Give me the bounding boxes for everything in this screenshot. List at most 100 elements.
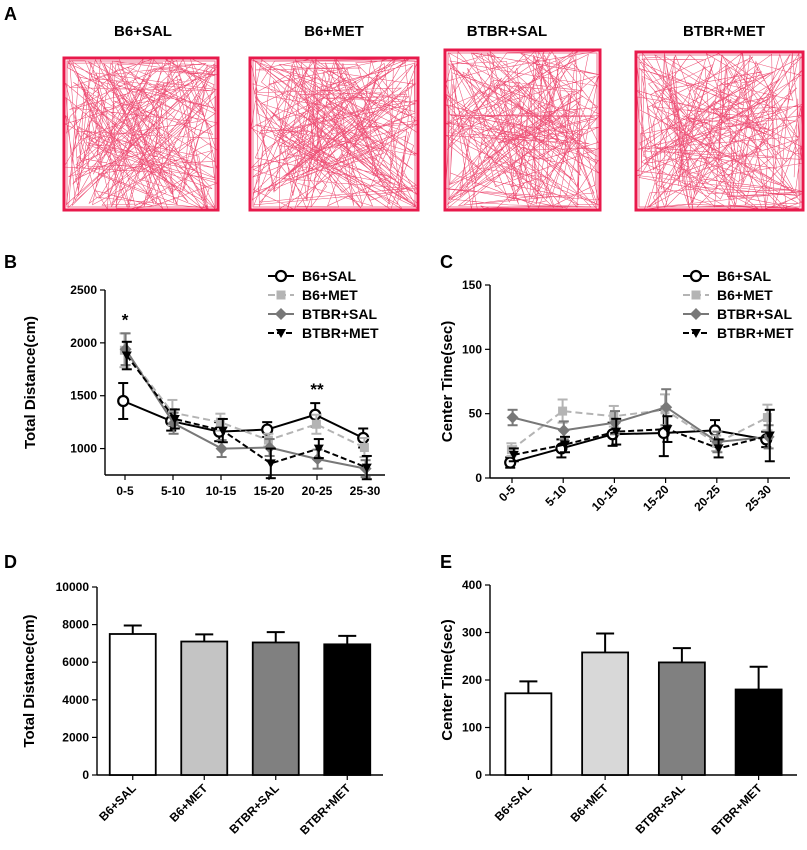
data-point (215, 417, 225, 427)
track-title: B6+SAL (114, 23, 172, 40)
arena-wall-inner (66, 60, 216, 208)
data-point (689, 269, 703, 283)
track-title: BTBR+SAL (467, 23, 547, 40)
data-point (359, 443, 369, 453)
data-point (274, 269, 288, 283)
arena-wall-inner (252, 60, 416, 208)
x-tick-label: BTBR+MET (708, 781, 765, 838)
data-point (504, 456, 517, 469)
series-line (124, 348, 366, 470)
x-tick-label: 0-5 (496, 482, 518, 504)
track-plot-3: BTBR+SAL (443, 23, 602, 212)
series-line (510, 408, 768, 451)
data-point (691, 290, 701, 300)
y-tick-label: 0 (475, 471, 482, 485)
bar-btbr-sal (251, 641, 300, 776)
series-btbr-met (508, 408, 775, 463)
y-axis-label: Center Time(sec) (439, 321, 456, 442)
x-tick-label: 0-5 (116, 484, 134, 498)
series-line (122, 400, 364, 439)
track-plot-4: BTBR+MET (634, 23, 805, 212)
x-tick-label: 25-30 (743, 482, 775, 514)
series-line (512, 406, 769, 444)
panel-label: B (4, 252, 17, 272)
y-tick-label: 0 (475, 768, 482, 782)
data-point (508, 450, 519, 460)
track-title: BTBR+MET (683, 23, 765, 40)
x-tick-label: 20-25 (302, 484, 333, 498)
y-tick-label: 1500 (70, 389, 97, 403)
significance-marker: * (122, 310, 129, 329)
series-line (513, 428, 771, 456)
y-tick-label: 2000 (70, 336, 97, 350)
x-tick-label: 25-30 (350, 484, 381, 498)
data-point (217, 426, 228, 436)
series-b6-sal (117, 382, 370, 449)
data-point (762, 413, 772, 423)
data-point (263, 435, 273, 445)
x-tick-label: BTBR+MET (297, 781, 354, 838)
data-point (313, 444, 324, 454)
arena-wall (248, 56, 420, 212)
data-point (117, 394, 130, 408)
legend: B6+SAL B6+MET BTBR+SAL BTBR+MET (268, 268, 379, 341)
arena-wall (443, 48, 602, 212)
y-tick-label: 2000 (62, 730, 89, 744)
data-point (265, 459, 276, 469)
data-point (691, 329, 701, 338)
data-point (311, 419, 321, 429)
panel-e-bar-chart: E 0 100 200 300 400 Center Time(sec) B6+SAL B6+M… (439, 552, 797, 838)
arena-wall (634, 50, 805, 212)
data-point (611, 427, 622, 437)
bar-b6-met (581, 651, 630, 776)
data-point (558, 406, 568, 416)
data-point (557, 424, 570, 437)
data-point (662, 425, 673, 435)
legend: B6+SAL B6+MET BTBR+SAL BTBR+MET (683, 268, 794, 341)
x-tick-label: B6+MET (568, 781, 612, 825)
track-path (635, 51, 804, 211)
x-tick-label: BTBR+SAL (633, 781, 688, 836)
y-tick-label: 2500 (70, 283, 97, 297)
bar-b6-sal (504, 692, 553, 776)
panel-label: A (4, 4, 17, 24)
data-point (121, 351, 132, 361)
x-tick-label: 20-25 (691, 482, 723, 514)
bar-btbr-met (323, 643, 372, 776)
y-tick-label: 100 (462, 721, 482, 735)
significance-marker: ** (310, 380, 324, 399)
data-point (275, 308, 287, 320)
panel-d-bar-chart: D 0 2000 4000 6000 8000 10000 Total Distance(cm… (4, 552, 383, 838)
data-point (276, 290, 286, 300)
panel-label: C (440, 252, 453, 272)
legend-label: BTBR+SAL (717, 306, 793, 322)
data-point (660, 401, 673, 414)
series-line (509, 429, 767, 464)
y-tick-label: 4000 (62, 693, 89, 707)
panel-a: A B6+SAL B6+MET BTBR+SAL BTBR+MET (4, 4, 805, 212)
y-tick-label: 100 (462, 342, 482, 356)
x-tick-label: 5-10 (161, 484, 185, 498)
legend-label: B6+MET (302, 287, 358, 303)
panel-b-line-chart: B 1000 1500 2000 2500 0-5 5-10 10-15 15-20 20-25 2… (4, 252, 385, 498)
y-axis-label: Center Time(sec) (439, 619, 456, 740)
bar-b6-met (180, 640, 229, 776)
data-point (263, 441, 276, 454)
data-point (690, 308, 702, 320)
data-point (311, 453, 324, 466)
x-tick-label: 15-20 (254, 484, 285, 498)
y-tick-label: 8000 (62, 618, 89, 632)
data-point (609, 411, 619, 421)
track-path (444, 50, 600, 211)
track-path (63, 57, 219, 211)
y-tick-label: 1000 (70, 442, 97, 456)
bar-btbr-met (734, 688, 783, 776)
data-point (215, 442, 228, 455)
legend-label: B6+SAL (717, 268, 772, 284)
y-tick-label: 200 (462, 673, 482, 687)
panel-c-line-chart: C 0 50 100 150 0-5 5-10 10-15 15-20 20-25 25-30 Cen… (439, 252, 794, 514)
x-tick-label: B6+SAL (492, 781, 535, 824)
x-tick-label: 15-20 (640, 482, 672, 514)
legend-label: BTBR+SAL (302, 306, 378, 322)
data-point (708, 424, 722, 437)
